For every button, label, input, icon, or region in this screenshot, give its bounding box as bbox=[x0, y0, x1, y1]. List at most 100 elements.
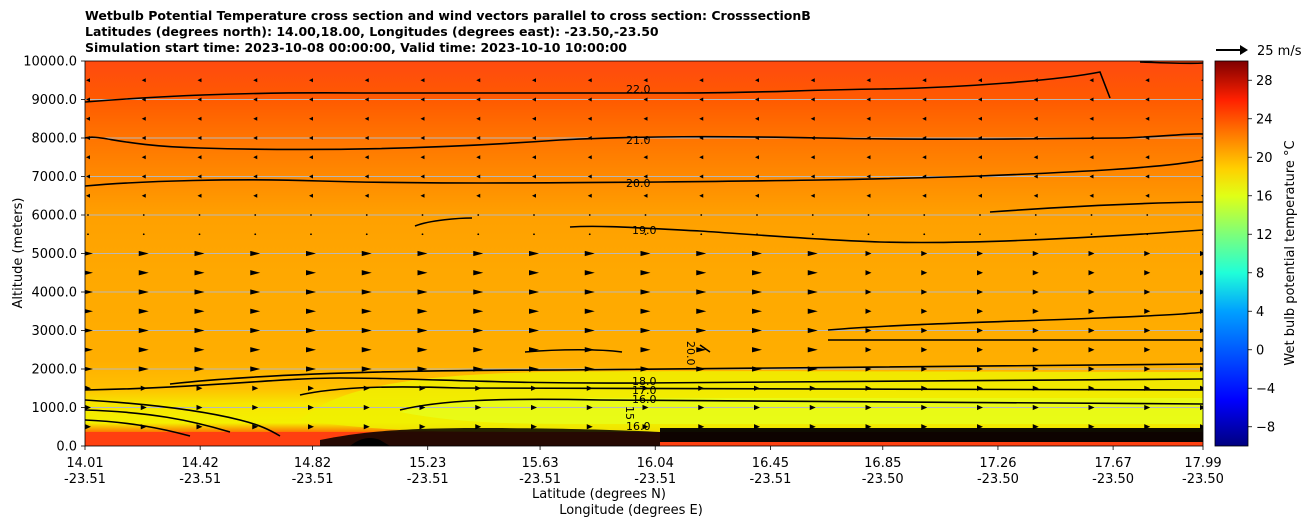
wind-vector bbox=[253, 136, 258, 140]
wind-vector bbox=[921, 366, 928, 372]
wind-vector bbox=[643, 116, 648, 121]
wind-vector bbox=[1032, 289, 1039, 295]
wind-vector bbox=[253, 193, 258, 198]
wind-key-label: 25 m/s bbox=[1257, 44, 1302, 59]
colorbar-label: Wet bulb potential temperature °C bbox=[1283, 140, 1298, 365]
x-tick-lat-label: 16.04 bbox=[637, 456, 674, 471]
wind-vector bbox=[696, 347, 707, 353]
wind-vector bbox=[138, 289, 149, 295]
wind-vector bbox=[85, 251, 93, 256]
wind-vector bbox=[584, 250, 595, 257]
wind-vector bbox=[138, 366, 149, 372]
wind-vector bbox=[922, 97, 927, 102]
x-tick-lat-label: 17.67 bbox=[1095, 456, 1132, 471]
wind-vector bbox=[921, 347, 928, 353]
wind-vector bbox=[922, 174, 927, 179]
wind-vector bbox=[85, 309, 93, 314]
wind-vector bbox=[531, 404, 537, 411]
x-tick-lat-label: 14.42 bbox=[182, 456, 219, 471]
wind-vector bbox=[533, 233, 535, 236]
wind-vector bbox=[306, 250, 316, 257]
x-tick-lon-label: -23.51 bbox=[64, 472, 106, 487]
wind-vector bbox=[921, 270, 928, 276]
wind-vector bbox=[754, 404, 760, 411]
wind-vector bbox=[197, 174, 202, 179]
wind-vector bbox=[417, 308, 428, 314]
wind-vector bbox=[754, 424, 760, 430]
wind-vector bbox=[361, 327, 372, 334]
wind-vector bbox=[1201, 137, 1203, 139]
wind-vector bbox=[419, 385, 426, 391]
colorbar-tick-label: 0 bbox=[1256, 343, 1264, 358]
wind-vector bbox=[584, 347, 595, 353]
wind-vector bbox=[420, 193, 425, 198]
y-tick-label: 5000.0 bbox=[32, 247, 78, 262]
wind-vector bbox=[809, 404, 816, 411]
wind-vector bbox=[1089, 193, 1094, 198]
wind-vector bbox=[810, 193, 815, 198]
wind-vector bbox=[252, 404, 259, 411]
x-tick-lat-label: 16.45 bbox=[752, 456, 789, 471]
wind-vector bbox=[1145, 193, 1150, 198]
wind-vector bbox=[417, 327, 428, 334]
wind-vector bbox=[1200, 366, 1203, 372]
wind-vector bbox=[361, 366, 372, 372]
x-tick-lat-label: 16.85 bbox=[864, 456, 901, 471]
wind-vector bbox=[866, 136, 871, 140]
wind-key: 25 m/s bbox=[1216, 44, 1302, 59]
wind-vector bbox=[922, 116, 927, 121]
wind-vector bbox=[306, 366, 316, 372]
wind-vector bbox=[1146, 214, 1149, 216]
wind-vector bbox=[475, 404, 482, 411]
wind-vector bbox=[197, 116, 202, 121]
wind-vector bbox=[755, 193, 759, 198]
wind-vector bbox=[699, 116, 704, 121]
wind-vector bbox=[477, 233, 480, 236]
x-tick-lat-label: 17.99 bbox=[1184, 456, 1221, 471]
wind-vector bbox=[529, 308, 539, 314]
wind-vector bbox=[306, 327, 316, 334]
wind-vector bbox=[1033, 155, 1038, 160]
wind-vector bbox=[755, 116, 759, 121]
wind-vector bbox=[1200, 347, 1203, 353]
wind-vector bbox=[306, 289, 316, 295]
wind-vector bbox=[1089, 174, 1094, 179]
wind-vector bbox=[361, 289, 372, 295]
wind-vector bbox=[644, 214, 647, 216]
wind-vector bbox=[700, 233, 703, 236]
wind-vector bbox=[1032, 327, 1039, 334]
wind-vector bbox=[978, 78, 982, 83]
wind-vector bbox=[85, 366, 93, 372]
y-tick-label: 2000.0 bbox=[32, 363, 78, 378]
wind-vector bbox=[250, 270, 261, 276]
wind-vector bbox=[85, 347, 93, 352]
wind-vector bbox=[364, 97, 369, 102]
contour-label-16b: 16.0 bbox=[626, 420, 651, 433]
wind-vector bbox=[977, 308, 983, 314]
wind-vector bbox=[476, 193, 481, 198]
wind-vector bbox=[696, 289, 707, 295]
wind-vector bbox=[865, 404, 872, 411]
wind-vector bbox=[420, 116, 425, 121]
wind-vector bbox=[978, 136, 982, 140]
wind-vector bbox=[755, 78, 759, 83]
wind-vector bbox=[1200, 289, 1203, 295]
wind-vector bbox=[138, 347, 149, 353]
wind-vector bbox=[142, 233, 145, 236]
wind-vector bbox=[194, 327, 205, 334]
wind-vector bbox=[532, 116, 536, 121]
wind-vector bbox=[1032, 385, 1039, 391]
wind-vector bbox=[978, 97, 982, 102]
chart-title-line-1: Wetbulb Potential Temperature cross sect… bbox=[85, 8, 811, 23]
wind-vector bbox=[977, 404, 983, 411]
wind-vector bbox=[640, 366, 651, 372]
wind-vector bbox=[809, 424, 816, 430]
x-tick-lat-label: 15.63 bbox=[521, 456, 558, 471]
colorbar-ticks: −8 −4 0 4 8 12 16 20 24 28 bbox=[1248, 74, 1275, 435]
wind-vector bbox=[531, 385, 537, 391]
wind-vector bbox=[977, 270, 983, 276]
wind-vector bbox=[1088, 327, 1095, 334]
wind-vector bbox=[1089, 136, 1094, 140]
wind-vector bbox=[363, 404, 370, 411]
wind-vector bbox=[643, 97, 648, 102]
